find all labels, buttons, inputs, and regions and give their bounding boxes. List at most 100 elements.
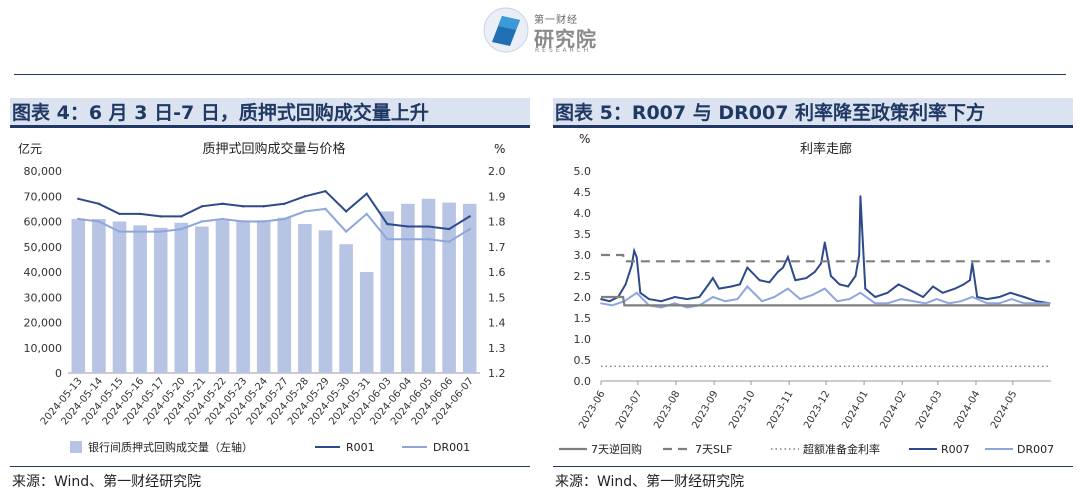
series-line-solid-grey xyxy=(601,295,1050,307)
series-point-light xyxy=(673,302,676,305)
header-rule xyxy=(14,74,1066,75)
series-point-dark xyxy=(859,195,862,198)
y-tick-label: 1.5 xyxy=(574,312,592,325)
legend-label: R007 xyxy=(941,443,970,456)
series-point-dark xyxy=(739,283,741,286)
volume-bar xyxy=(277,217,292,373)
series-point-dark xyxy=(830,275,832,277)
series-point-dark xyxy=(639,291,642,294)
left-tick-label: 60,000 xyxy=(24,216,63,229)
series-point-dr001 xyxy=(365,212,368,216)
series-point-light xyxy=(935,298,938,300)
series-point-light xyxy=(746,285,749,288)
series-point-dark xyxy=(704,287,707,290)
series-point-light xyxy=(1010,298,1013,300)
y-tick-label: 1.0 xyxy=(574,333,592,346)
series-point-light xyxy=(686,306,688,309)
chart-title: 质押式回购成交量与价格 xyxy=(202,141,345,157)
legend-label: DR007 xyxy=(1017,443,1054,456)
y-tick-label: 0.0 xyxy=(574,375,592,388)
series-point-dark xyxy=(847,285,850,288)
x-tick-label: 2024-01 xyxy=(840,389,870,431)
series-point-dark xyxy=(673,296,676,298)
left-tick-label: 20,000 xyxy=(24,317,63,330)
series-point-dr001 xyxy=(77,217,80,221)
right-tick-label: 1.6 xyxy=(488,266,506,279)
series-point-r001 xyxy=(180,215,183,218)
series-point-dark xyxy=(1035,300,1038,303)
series-point-light xyxy=(836,300,838,303)
x-tick-label: 2023-11 xyxy=(765,389,795,431)
legend-label-dr001: DR001 xyxy=(433,441,470,454)
right-tick-label: 1.5 xyxy=(488,291,506,304)
y-tick-label: 0.5 xyxy=(574,354,592,367)
series-point-dark xyxy=(718,287,720,290)
series-point-r001 xyxy=(221,202,224,206)
source-line: 来源：Wind、第一财经研究院 xyxy=(10,466,530,492)
series-point-dark xyxy=(986,298,988,300)
series-point-light xyxy=(660,306,663,309)
series-point-light xyxy=(986,302,988,305)
x-tick-label: 2023-10 xyxy=(727,389,757,431)
series-point-r001 xyxy=(468,215,471,218)
series-point-dark xyxy=(886,291,889,294)
series-point-light xyxy=(1023,302,1025,305)
volume-bar xyxy=(421,198,436,373)
series-point-dark xyxy=(786,256,789,258)
series-point-dark xyxy=(820,262,822,265)
series-point-dark xyxy=(660,300,663,303)
volume-bar xyxy=(339,244,353,373)
logo-brand-text: 第一财经 xyxy=(534,15,578,26)
volume-bar xyxy=(236,220,250,373)
series-point-dark xyxy=(777,270,779,273)
rate-corridor-chart: 利率走廊% 0.0 0.5 1.0 1.5 2.0 2.5 3.0 3.5 4.0 4.5 5.0 20… xyxy=(559,132,1054,456)
series-point-r001 xyxy=(324,190,327,193)
series-point-r001 xyxy=(118,212,121,216)
legend-label: 7天SLF xyxy=(695,443,732,456)
volume-bar xyxy=(92,218,106,373)
left-tick-label: 0 xyxy=(55,367,62,380)
series-point-dark xyxy=(976,296,979,298)
series-point-dr001 xyxy=(427,237,430,241)
series-line-dr001 xyxy=(78,207,471,243)
series-point-dark xyxy=(971,262,974,265)
series-point-dr001 xyxy=(221,217,224,221)
series-point-dark xyxy=(922,296,925,298)
legend-swatch-volume xyxy=(70,441,82,453)
series-point-light xyxy=(635,291,638,294)
series-point-light xyxy=(998,302,1001,305)
x-tick-label: 2023-06 xyxy=(577,389,607,431)
series-point-r001 xyxy=(447,227,451,231)
series-line-dark xyxy=(600,196,1050,305)
series-point-light xyxy=(1035,302,1038,305)
series-point-light xyxy=(724,300,727,303)
series-point-dark xyxy=(864,287,867,290)
series-point-dark xyxy=(838,283,841,286)
series-point-dr001 xyxy=(447,240,451,243)
series-point-dr001 xyxy=(97,220,101,223)
volume-bar xyxy=(401,203,415,373)
series-point-light xyxy=(799,298,802,300)
source-line: 来源：Wind、第一财经研究院 xyxy=(553,466,1073,492)
series-point-dark xyxy=(874,296,877,298)
series-point-dark xyxy=(624,283,627,286)
series-point-dr001 xyxy=(118,230,121,233)
series-point-dark xyxy=(768,281,771,284)
series-point-r001 xyxy=(138,212,142,216)
series-point-r001 xyxy=(386,222,389,226)
series-point-dark xyxy=(633,249,636,252)
series-point-r001 xyxy=(241,205,245,208)
left-axis-unit: 亿元 xyxy=(18,141,42,156)
volume-bar xyxy=(195,226,209,373)
series-point-r001 xyxy=(344,210,348,213)
series-point-light xyxy=(859,291,862,294)
series-point-light xyxy=(811,294,814,296)
series-point-r001 xyxy=(365,192,368,195)
series-point-dark xyxy=(998,296,1001,298)
series-point-dark xyxy=(711,277,714,279)
series-point-dr001 xyxy=(241,220,245,223)
x-tick-label: 2023-08 xyxy=(652,389,682,431)
x-tick-label: 2023-09 xyxy=(690,389,720,431)
left-tick-label: 40,000 xyxy=(24,266,63,279)
right-tick-label: 2.0 xyxy=(488,165,506,178)
